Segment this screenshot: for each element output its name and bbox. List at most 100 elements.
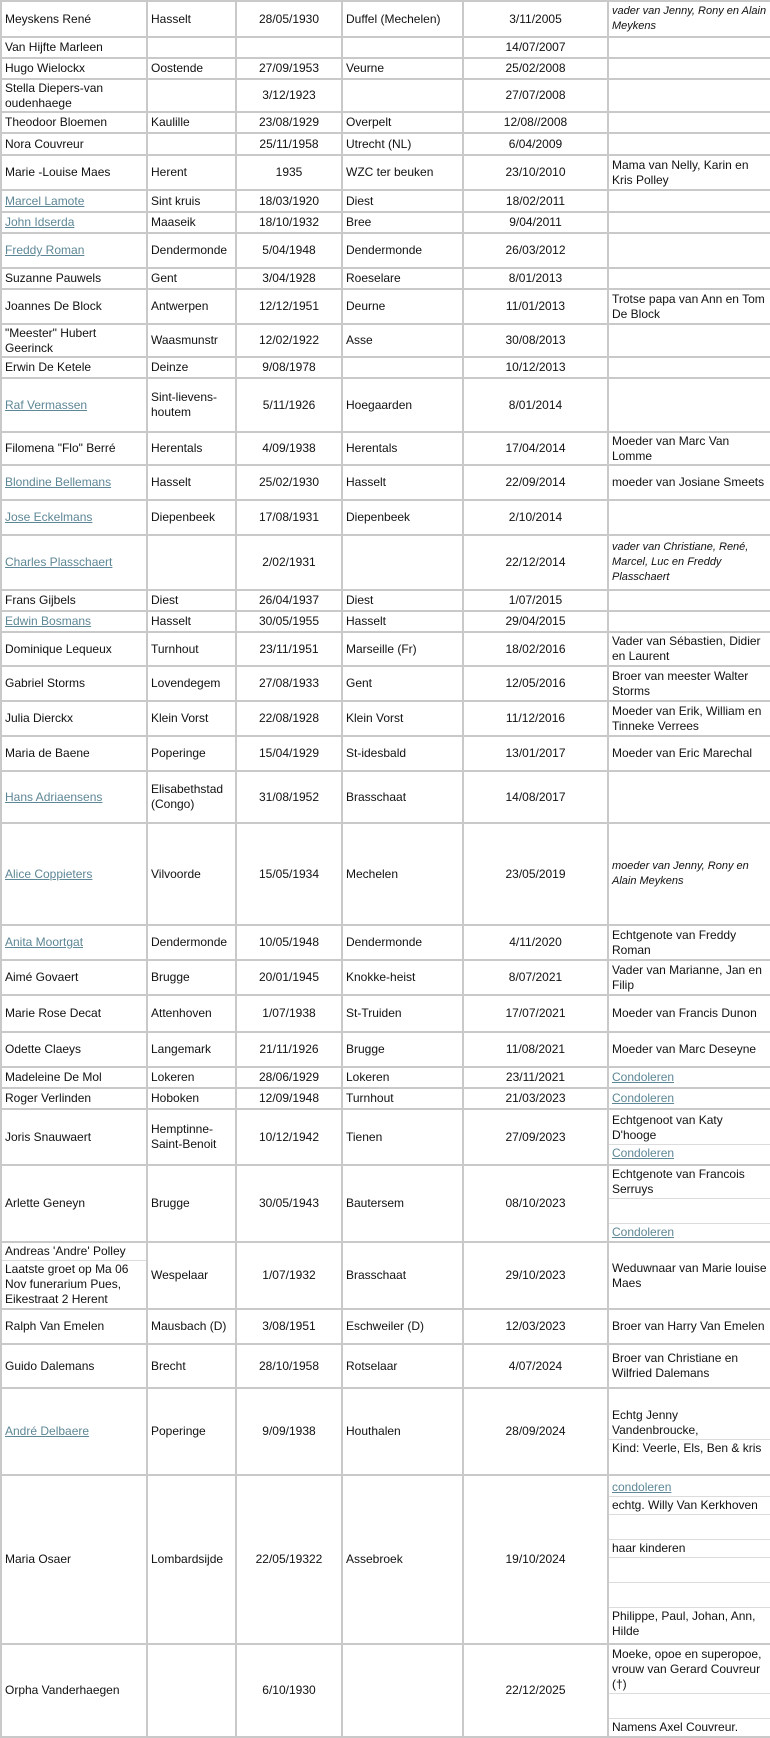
- birth-date: 3/04/1928: [235, 267, 343, 290]
- table-row: Erwin De Ketele Deinze 9/08/1978 10/12/2013: [0, 356, 770, 379]
- deceased-name-link[interactable]: Jose Eckelmans: [5, 510, 93, 524]
- death-place: Deurne: [341, 288, 464, 325]
- death-place: Marseille (Fr): [341, 631, 464, 667]
- death-date: 14/07/2007: [462, 36, 609, 59]
- deceased-name: Van Hijfte Marleen: [5, 40, 103, 54]
- notes-cell: Moeder van Eric Marechal: [607, 735, 770, 772]
- deceased-name: Roger Verlinden: [5, 1091, 92, 1105]
- table-row: Nora Couvreur 25/11/1958 Utrecht (NL) 6/04/…: [0, 132, 770, 156]
- death-date: 2/10/2014: [462, 499, 609, 536]
- death-place: St-Truiden: [341, 994, 464, 1033]
- note-line: Moeder van Eric Marechal: [612, 746, 753, 760]
- deceased-name-link[interactable]: Anita Moortgat: [5, 935, 84, 949]
- birthplace: Attenhoven: [146, 994, 237, 1033]
- table-row: Charles Plasschaert 2/02/1931 22/12/2014 va…: [0, 534, 770, 591]
- table-row: Julia Dierckx Klein Vorst 22/08/1928 Klein …: [0, 700, 770, 737]
- death-date: 3/11/2005: [462, 0, 609, 38]
- birthplace: Hasselt: [146, 610, 237, 633]
- notes-cell: Moeke, opoe en superopoe, vrouw van Gera…: [607, 1643, 770, 1738]
- death-date: 28/09/2024: [462, 1387, 609, 1476]
- deceased-name: Guido Dalemans: [5, 1358, 95, 1373]
- condolence-link[interactable]: Condoleren: [612, 1146, 675, 1160]
- note-line: Weduwnaar van Marie louise Maes: [612, 1260, 767, 1290]
- name-cell: Marie -Louise Maes: [0, 154, 148, 191]
- table-row: Alice Coppieters Vilvoorde 15/05/1934 Meche…: [0, 822, 770, 926]
- deceased-name-link[interactable]: Blondine Bellemans: [5, 475, 112, 489]
- note-line: Mama van Nelly, Karin en Kris Polley: [612, 157, 749, 187]
- deceased-name: Theodoor Bloemen: [5, 115, 108, 129]
- deceased-name-link[interactable]: Alice Coppieters: [5, 866, 93, 881]
- name-cell: Edwin Bosmans: [0, 610, 148, 633]
- death-date: 14/08/2017: [462, 770, 609, 824]
- name-cell: Madeleine De Mol: [0, 1066, 148, 1089]
- condolence-link[interactable]: Condoleren: [612, 1225, 675, 1239]
- note-text: Echtgenote van Francois Serruys: [610, 1167, 769, 1198]
- notes-cell: Broer van Christiane en Wilfried Daleman…: [607, 1343, 770, 1389]
- table-row: André Delbaere Poperinge 9/09/1938 Houthale…: [0, 1387, 770, 1476]
- birthplace: Sint kruis: [146, 189, 237, 213]
- death-place: Hoegaarden: [341, 377, 464, 433]
- condolence-cell: condoleren: [610, 1479, 769, 1496]
- condolence-link[interactable]: Condoleren: [612, 1070, 675, 1084]
- deceased-name-link[interactable]: Hans Adriaensens: [5, 789, 103, 804]
- death-date: 1/07/2015: [462, 589, 609, 612]
- note-line: Philippe, Paul, Johan, Ann, Hilde: [612, 1609, 756, 1638]
- birth-date: 5/04/1948: [235, 232, 343, 269]
- death-date: 27/09/2023: [462, 1108, 609, 1166]
- condolence-link[interactable]: Condoleren: [612, 1091, 675, 1105]
- death-place: [341, 1643, 464, 1738]
- name-cell: Freddy Roman: [0, 232, 148, 269]
- table-row: Marie Rose Decat Attenhoven 1/07/1938 St-Tr…: [0, 994, 770, 1033]
- name-cell: Hugo Wielockx: [0, 57, 148, 80]
- deceased-name-link[interactable]: Marcel Lamote: [5, 193, 85, 208]
- birthplace: [146, 534, 237, 591]
- deceased-name-link[interactable]: Edwin Bosmans: [5, 614, 92, 628]
- name-cell: Marie Rose Decat: [0, 994, 148, 1033]
- notes-cell: Condoleren: [607, 1066, 770, 1089]
- death-date: 23/11/2021: [462, 1066, 609, 1089]
- note-line: Vader van Marianne, Jan en Filip: [612, 962, 762, 992]
- note-text: Moeder van Marc Van Lomme: [610, 434, 769, 463]
- table-row: Maria Osaer Lombardsijde 22/05/19322 Assebr…: [0, 1474, 770, 1645]
- death-place: Asse: [341, 323, 464, 358]
- notes-cell: [607, 377, 770, 433]
- birth-date: 10/12/1942: [235, 1108, 343, 1166]
- death-place: Hasselt: [341, 610, 464, 633]
- condolence-cell: Condoleren: [610, 1223, 769, 1240]
- deceased-name-link[interactable]: André Delbaere: [5, 1424, 90, 1438]
- death-place: WZC ter beuken: [341, 154, 464, 191]
- condolence-link[interactable]: condoleren: [612, 1480, 672, 1494]
- deceased-name: Andreas 'Andre' Polley: [5, 1244, 126, 1258]
- birth-date: 15/05/1934: [235, 822, 343, 926]
- notes-cell: Echtgenoot van Katy D'hooge Condoleren: [607, 1108, 770, 1166]
- birthplace: Turnhout: [146, 631, 237, 667]
- notes-cell: [607, 267, 770, 290]
- birthplace: Lovendegem: [146, 665, 237, 702]
- birthplace: [146, 78, 237, 113]
- note-line: Trotse papa van Ann en Tom De Block: [612, 291, 765, 321]
- name-cell: Frans Gijbels: [0, 589, 148, 612]
- notes-cell: Mama van Nelly, Karin en Kris Polley: [607, 154, 770, 191]
- deceased-name-link[interactable]: John Idserda: [5, 215, 75, 229]
- notes-cell: [607, 232, 770, 269]
- birth-date: 15/04/1929: [235, 735, 343, 772]
- birthplace: Diepenbeek: [146, 499, 237, 536]
- birth-date: 12/09/1948: [235, 1087, 343, 1110]
- deceased-name-link[interactable]: Freddy Roman: [5, 243, 85, 257]
- notes-cell: vader van Christiane, René, Marcel, Luc …: [607, 534, 770, 591]
- death-date: 26/03/2012: [462, 232, 609, 269]
- note-text: Moeder van Marc Deseyne: [610, 1042, 769, 1057]
- death-place: Roeselare: [341, 267, 464, 290]
- death-place: Duffel (Mechelen): [341, 0, 464, 38]
- deceased-name-link[interactable]: Charles Plasschaert: [5, 555, 113, 569]
- death-place: [341, 78, 464, 113]
- death-place: Turnhout: [341, 1087, 464, 1110]
- note-text: Echtgenoot van Katy D'hooge: [610, 1112, 769, 1144]
- note-line: Broer van Christiane en Wilfried Daleman…: [612, 1351, 739, 1380]
- condolence-cell: Condoleren: [610, 1091, 769, 1106]
- deceased-name-link[interactable]: Raf Vermassen: [5, 397, 88, 412]
- name-cell: Erwin De Ketele: [0, 356, 148, 379]
- deceased-name: Madeleine De Mol: [5, 1070, 102, 1084]
- note-text: [610, 1582, 769, 1607]
- death-place: Gent: [341, 665, 464, 702]
